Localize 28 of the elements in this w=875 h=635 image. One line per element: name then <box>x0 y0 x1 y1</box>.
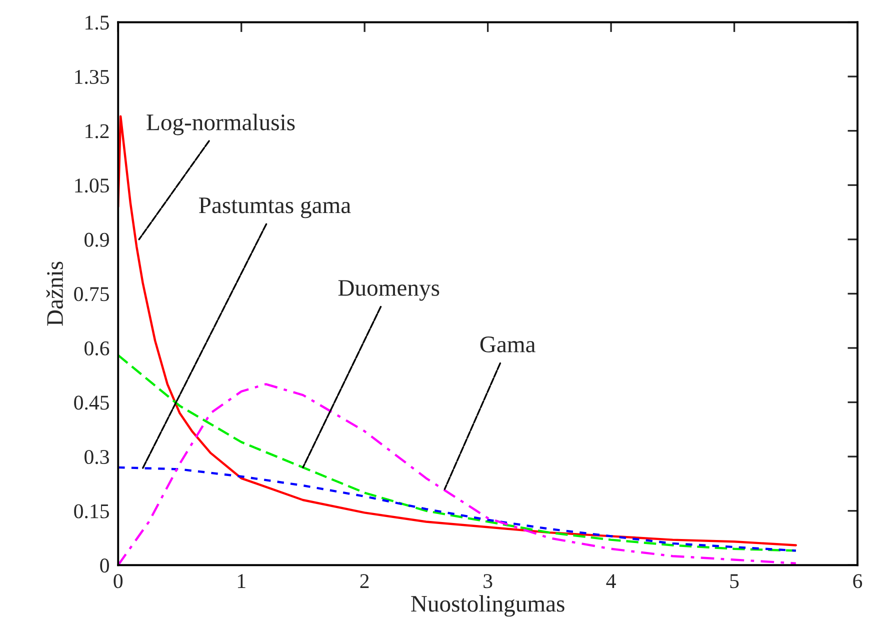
x-axis-title: Nuostolingumas <box>411 595 564 617</box>
annotation: Log-normalusis <box>146 114 295 136</box>
y-tick-label: 1.05 <box>75 178 109 193</box>
line-series <box>118 383 797 566</box>
y-tick-label: 0.9 <box>84 232 109 247</box>
annotation: Gama <box>480 336 536 352</box>
y-tick-label: 0.3 <box>84 450 109 464</box>
line-series <box>118 466 797 552</box>
x-tick-label: 6 <box>853 574 862 588</box>
y-tick-label: 0.6 <box>84 341 110 356</box>
x-tick-label: 0 <box>114 574 123 588</box>
x-tick-label: 4 <box>606 574 616 588</box>
y-tick-label: 1.2 <box>86 124 109 138</box>
y-tick-label: 1.35 <box>75 70 109 84</box>
y-tick-label: 1.5 <box>86 16 109 30</box>
x-tick-label: 3 <box>484 574 492 588</box>
y-tick-label: 0.75 <box>74 287 109 302</box>
annotation: Pastumtas gama <box>199 198 351 218</box>
y-tick-label: 0.45 <box>74 396 109 410</box>
x-tick-label: 5 <box>730 574 739 588</box>
line-series <box>118 115 797 546</box>
x-tick-label: 2 <box>360 574 369 588</box>
annotation: Duomenys <box>338 280 440 301</box>
line-series <box>118 354 797 552</box>
x-tick-label: 1 <box>238 574 246 588</box>
y-tick-label: 0.15 <box>74 504 109 518</box>
y-axis-title: Dažnis <box>46 262 63 326</box>
y-tick-label: 0 <box>100 558 109 573</box>
